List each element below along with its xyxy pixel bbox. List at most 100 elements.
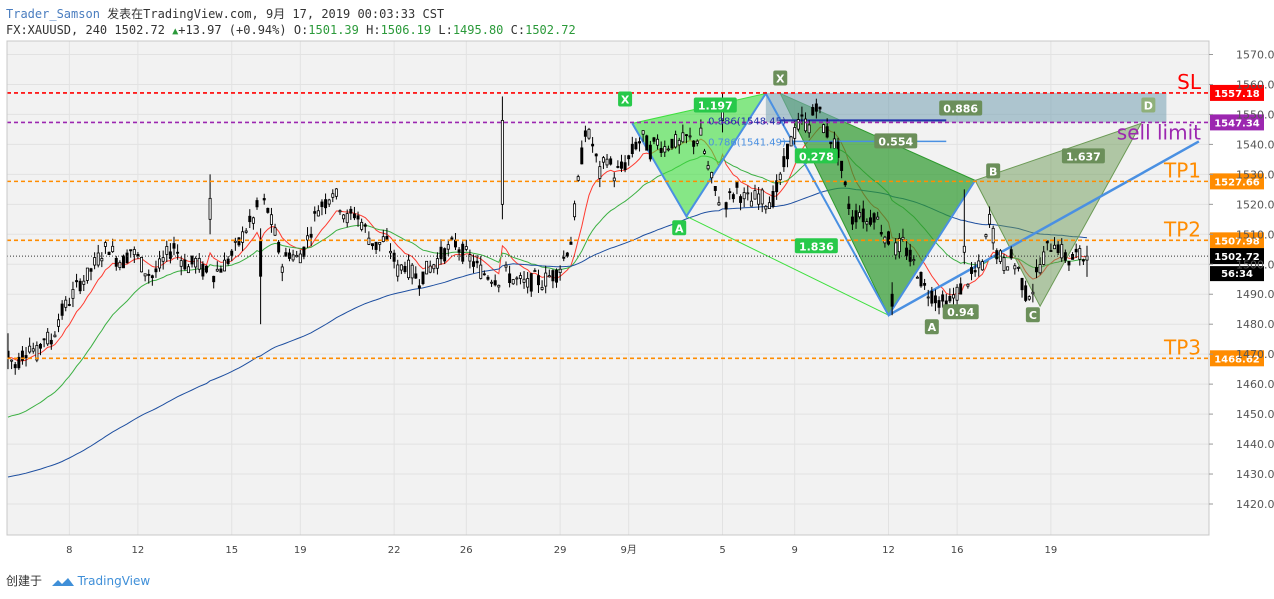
candle-body bbox=[237, 237, 241, 246]
current-price-tag: 1502.72 bbox=[1214, 252, 1260, 263]
candle-body bbox=[757, 193, 761, 205]
candle-body bbox=[100, 258, 104, 262]
candle-body bbox=[306, 235, 310, 241]
candle-body bbox=[955, 286, 959, 301]
candle-body bbox=[508, 273, 512, 284]
projection-line bbox=[887, 140, 1200, 317]
candle-body bbox=[684, 134, 688, 137]
candle-body bbox=[389, 250, 393, 254]
x-tick-label: 9 bbox=[792, 545, 798, 556]
y-tick-label: 1510.00 bbox=[1236, 228, 1274, 241]
author-name[interactable]: Trader_Samson bbox=[6, 7, 100, 21]
y-tick-label: 1550.00 bbox=[1236, 108, 1274, 121]
candle-body bbox=[937, 300, 941, 308]
level-price-tag-bg bbox=[1210, 173, 1264, 190]
x-tick-label: 19 bbox=[294, 545, 307, 556]
level-name-label: TP1 bbox=[1163, 158, 1201, 182]
candle-body bbox=[565, 252, 569, 257]
candle-body bbox=[89, 268, 93, 272]
chart-header-ohlc: FX:XAUUSD, 240 1502.72 ▲+13.97 (+0.94%) … bbox=[6, 23, 576, 37]
ratio-0554-bg bbox=[874, 133, 918, 149]
candle-body bbox=[60, 303, 64, 316]
chart-header-publish: Trader_Samson 发表在TradingView.com, 9月 17,… bbox=[6, 5, 444, 22]
candle-body bbox=[64, 299, 68, 308]
candle-body bbox=[1049, 250, 1053, 252]
close-label: C: bbox=[510, 23, 526, 37]
candle-body bbox=[215, 268, 219, 272]
point-a1-label: A bbox=[675, 222, 684, 235]
candle-body bbox=[728, 191, 732, 194]
candle-body bbox=[158, 258, 162, 269]
candle-body bbox=[980, 261, 984, 271]
candle-body bbox=[360, 221, 364, 230]
candle-body bbox=[93, 257, 97, 266]
ratio-0278: 0.278 bbox=[799, 150, 834, 163]
candle-body bbox=[461, 243, 465, 262]
candle-body bbox=[634, 141, 638, 150]
candle-body bbox=[638, 141, 642, 144]
candle-body bbox=[540, 287, 544, 290]
candle-body bbox=[843, 181, 847, 186]
pattern-bcd-triangle bbox=[974, 122, 1143, 308]
level-name-label: SL bbox=[1177, 70, 1202, 94]
candle-body bbox=[695, 140, 699, 144]
x-tick-label: 16 bbox=[951, 545, 964, 556]
candle-body bbox=[764, 205, 768, 210]
candle-body bbox=[623, 162, 627, 170]
candle-body bbox=[129, 249, 133, 252]
candle-body bbox=[627, 155, 631, 160]
y-tick-label: 1490.00 bbox=[1236, 288, 1274, 301]
candle-body bbox=[868, 217, 872, 225]
candle-body bbox=[616, 166, 620, 168]
candle-body bbox=[273, 227, 277, 236]
candle-body bbox=[793, 127, 797, 139]
level-price-tag: 1557.18 bbox=[1214, 89, 1260, 100]
y-tick-label: 1570.00 bbox=[1236, 49, 1274, 62]
candle-body bbox=[970, 267, 974, 274]
candle-body bbox=[742, 192, 746, 200]
candle-body bbox=[399, 264, 403, 271]
countdown-tag: 56:34 bbox=[1221, 269, 1253, 280]
candle-body bbox=[392, 252, 396, 262]
x-tick-label: 12 bbox=[882, 545, 895, 556]
candle-body bbox=[959, 283, 963, 295]
y-tick-label: 1540.00 bbox=[1236, 138, 1274, 151]
price-axis[interactable]: 1420.00 1430.00 1440.00 1450.00 1460.00 1470.… bbox=[1209, 49, 1274, 512]
candle-body bbox=[57, 319, 61, 327]
candle-body bbox=[493, 280, 497, 286]
candle-body bbox=[663, 146, 667, 153]
candle-body bbox=[316, 210, 320, 217]
candle-body bbox=[212, 275, 216, 283]
candle-body bbox=[197, 258, 201, 270]
candle-body bbox=[930, 290, 934, 304]
candle-body bbox=[785, 143, 789, 160]
candle-body bbox=[984, 234, 988, 238]
candle-body bbox=[194, 258, 198, 268]
candle-body bbox=[941, 294, 945, 302]
level-name-label: TP3 bbox=[1163, 335, 1201, 359]
candle-body bbox=[345, 213, 349, 224]
candle-body bbox=[915, 276, 919, 279]
ratio-0886-bg bbox=[939, 100, 983, 116]
candle-body bbox=[277, 241, 281, 253]
time-axis[interactable]: 8 12 15 19 22 26 29 9月 5 9 12 16 19 bbox=[66, 544, 1057, 556]
x-tick-label: 26 bbox=[460, 545, 473, 556]
candle-body bbox=[472, 261, 476, 267]
brand-link[interactable]: TradingView bbox=[77, 574, 151, 588]
level-price-tag: 1547.34 bbox=[1214, 118, 1260, 129]
ratio-0278-bg bbox=[794, 148, 838, 164]
candle-body bbox=[977, 260, 981, 269]
candle-body bbox=[201, 263, 205, 277]
candle-body bbox=[933, 295, 937, 304]
candle-body bbox=[266, 207, 270, 213]
y-tick-label: 1470.00 bbox=[1236, 348, 1274, 361]
candle-body bbox=[183, 259, 187, 270]
candle-body bbox=[1085, 255, 1089, 261]
candle-body bbox=[482, 273, 486, 276]
candle-body bbox=[38, 343, 42, 349]
candle-body bbox=[425, 260, 429, 275]
candle-body bbox=[251, 217, 255, 224]
footer-attribution: 创建于 TradingView bbox=[6, 572, 150, 589]
candle-body bbox=[313, 211, 317, 214]
